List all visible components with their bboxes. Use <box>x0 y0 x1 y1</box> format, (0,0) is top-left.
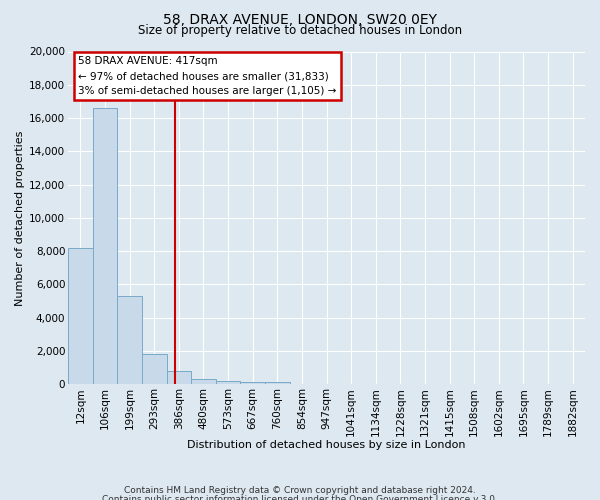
Text: Contains HM Land Registry data © Crown copyright and database right 2024.: Contains HM Land Registry data © Crown c… <box>124 486 476 495</box>
Text: 58, DRAX AVENUE, LONDON, SW20 0EY: 58, DRAX AVENUE, LONDON, SW20 0EY <box>163 12 437 26</box>
Bar <box>241 382 265 384</box>
X-axis label: Distribution of detached houses by size in London: Distribution of detached houses by size … <box>187 440 466 450</box>
Bar <box>118 296 142 384</box>
Text: Size of property relative to detached houses in London: Size of property relative to detached ho… <box>138 24 462 37</box>
Bar <box>167 371 191 384</box>
Y-axis label: Number of detached properties: Number of detached properties <box>15 130 25 306</box>
Text: 58 DRAX AVENUE: 417sqm
← 97% of detached houses are smaller (31,833)
3% of semi-: 58 DRAX AVENUE: 417sqm ← 97% of detached… <box>79 56 337 96</box>
Bar <box>142 354 167 384</box>
Bar <box>68 248 92 384</box>
Bar <box>216 381 241 384</box>
Text: Contains public sector information licensed under the Open Government Licence v.: Contains public sector information licen… <box>102 495 498 500</box>
Bar <box>92 108 118 384</box>
Bar <box>191 380 216 384</box>
Bar <box>265 382 290 384</box>
